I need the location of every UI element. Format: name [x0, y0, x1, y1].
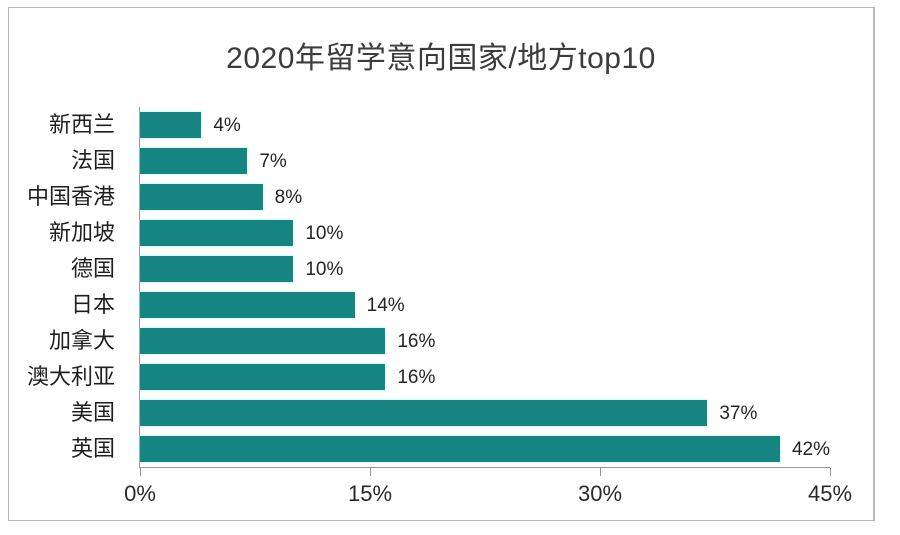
bar-row: 加拿大 16%	[49, 323, 830, 359]
bar	[140, 292, 355, 318]
category-label: 新西兰	[48, 112, 115, 137]
bar	[140, 256, 294, 282]
x-axis: 0% 15% 30% 45%	[124, 467, 852, 517]
tick-label: 0%	[124, 481, 156, 506]
value-label: 4%	[213, 114, 241, 136]
tick-label: 30%	[577, 481, 623, 506]
category-label: 澳大利亚	[26, 364, 115, 389]
bar	[140, 220, 294, 246]
bar-row: 英国 42%	[71, 431, 830, 467]
value-label: 10%	[305, 258, 344, 280]
bar-row: 中国香港 8%	[27, 179, 830, 215]
value-label: 7%	[259, 150, 287, 172]
value-label: 42%	[791, 438, 830, 460]
chart-title: 2020年留学意向国家/地方top10	[226, 42, 656, 75]
bar	[140, 148, 248, 174]
category-label: 美国	[70, 400, 115, 425]
category-label: 新加坡	[48, 220, 115, 245]
tick-mark	[370, 468, 371, 476]
category-label: 法国	[70, 148, 115, 173]
tick-label: 45%	[807, 481, 853, 506]
value-label: 37%	[719, 402, 758, 424]
tick-mark	[600, 468, 601, 476]
category-label: 德国	[70, 256, 115, 281]
bar-row: 法国 7%	[71, 143, 830, 179]
plot-area: 新西兰 4% 法国 7% 中国香港 8% 新加坡 10% 德国 10% 日本 14% 加拿大 16% 澳大利…	[27, 107, 852, 506]
chart-frame: 2020年留学意向国家/地方top10 新西兰 4% 法国 7% 中国香港 8% 新加坡 10…	[8, 7, 875, 521]
category-label: 中国香港	[26, 184, 115, 209]
bar	[140, 112, 202, 138]
bar	[140, 184, 263, 210]
value-label: 10%	[305, 222, 344, 244]
tick-mark	[140, 468, 141, 476]
tick-label: 15%	[347, 481, 393, 506]
bar-row: 新加坡 10%	[49, 215, 830, 251]
value-label: 8%	[274, 186, 303, 208]
bar	[140, 328, 386, 354]
bar-row: 美国 37%	[71, 395, 830, 431]
category-label: 英国	[70, 436, 115, 461]
category-label: 日本	[70, 292, 115, 317]
bar-row: 新西兰 4%	[49, 107, 830, 143]
tick-mark	[830, 468, 831, 476]
bar	[140, 364, 386, 390]
value-label: 16%	[397, 366, 436, 388]
bar	[140, 400, 708, 426]
value-label: 16%	[397, 330, 436, 352]
category-label: 加拿大	[48, 328, 115, 353]
bar-row: 日本 14%	[71, 287, 830, 323]
value-label: 14%	[366, 294, 405, 316]
bar-row: 澳大利亚 16%	[27, 359, 830, 395]
bar	[140, 436, 780, 462]
bar-row: 德国 10%	[71, 251, 830, 287]
bar-rows: 新西兰 4% 法国 7% 中国香港 8% 新加坡 10% 德国 10% 日本 14% 加拿大 16% 澳大利…	[27, 107, 830, 467]
